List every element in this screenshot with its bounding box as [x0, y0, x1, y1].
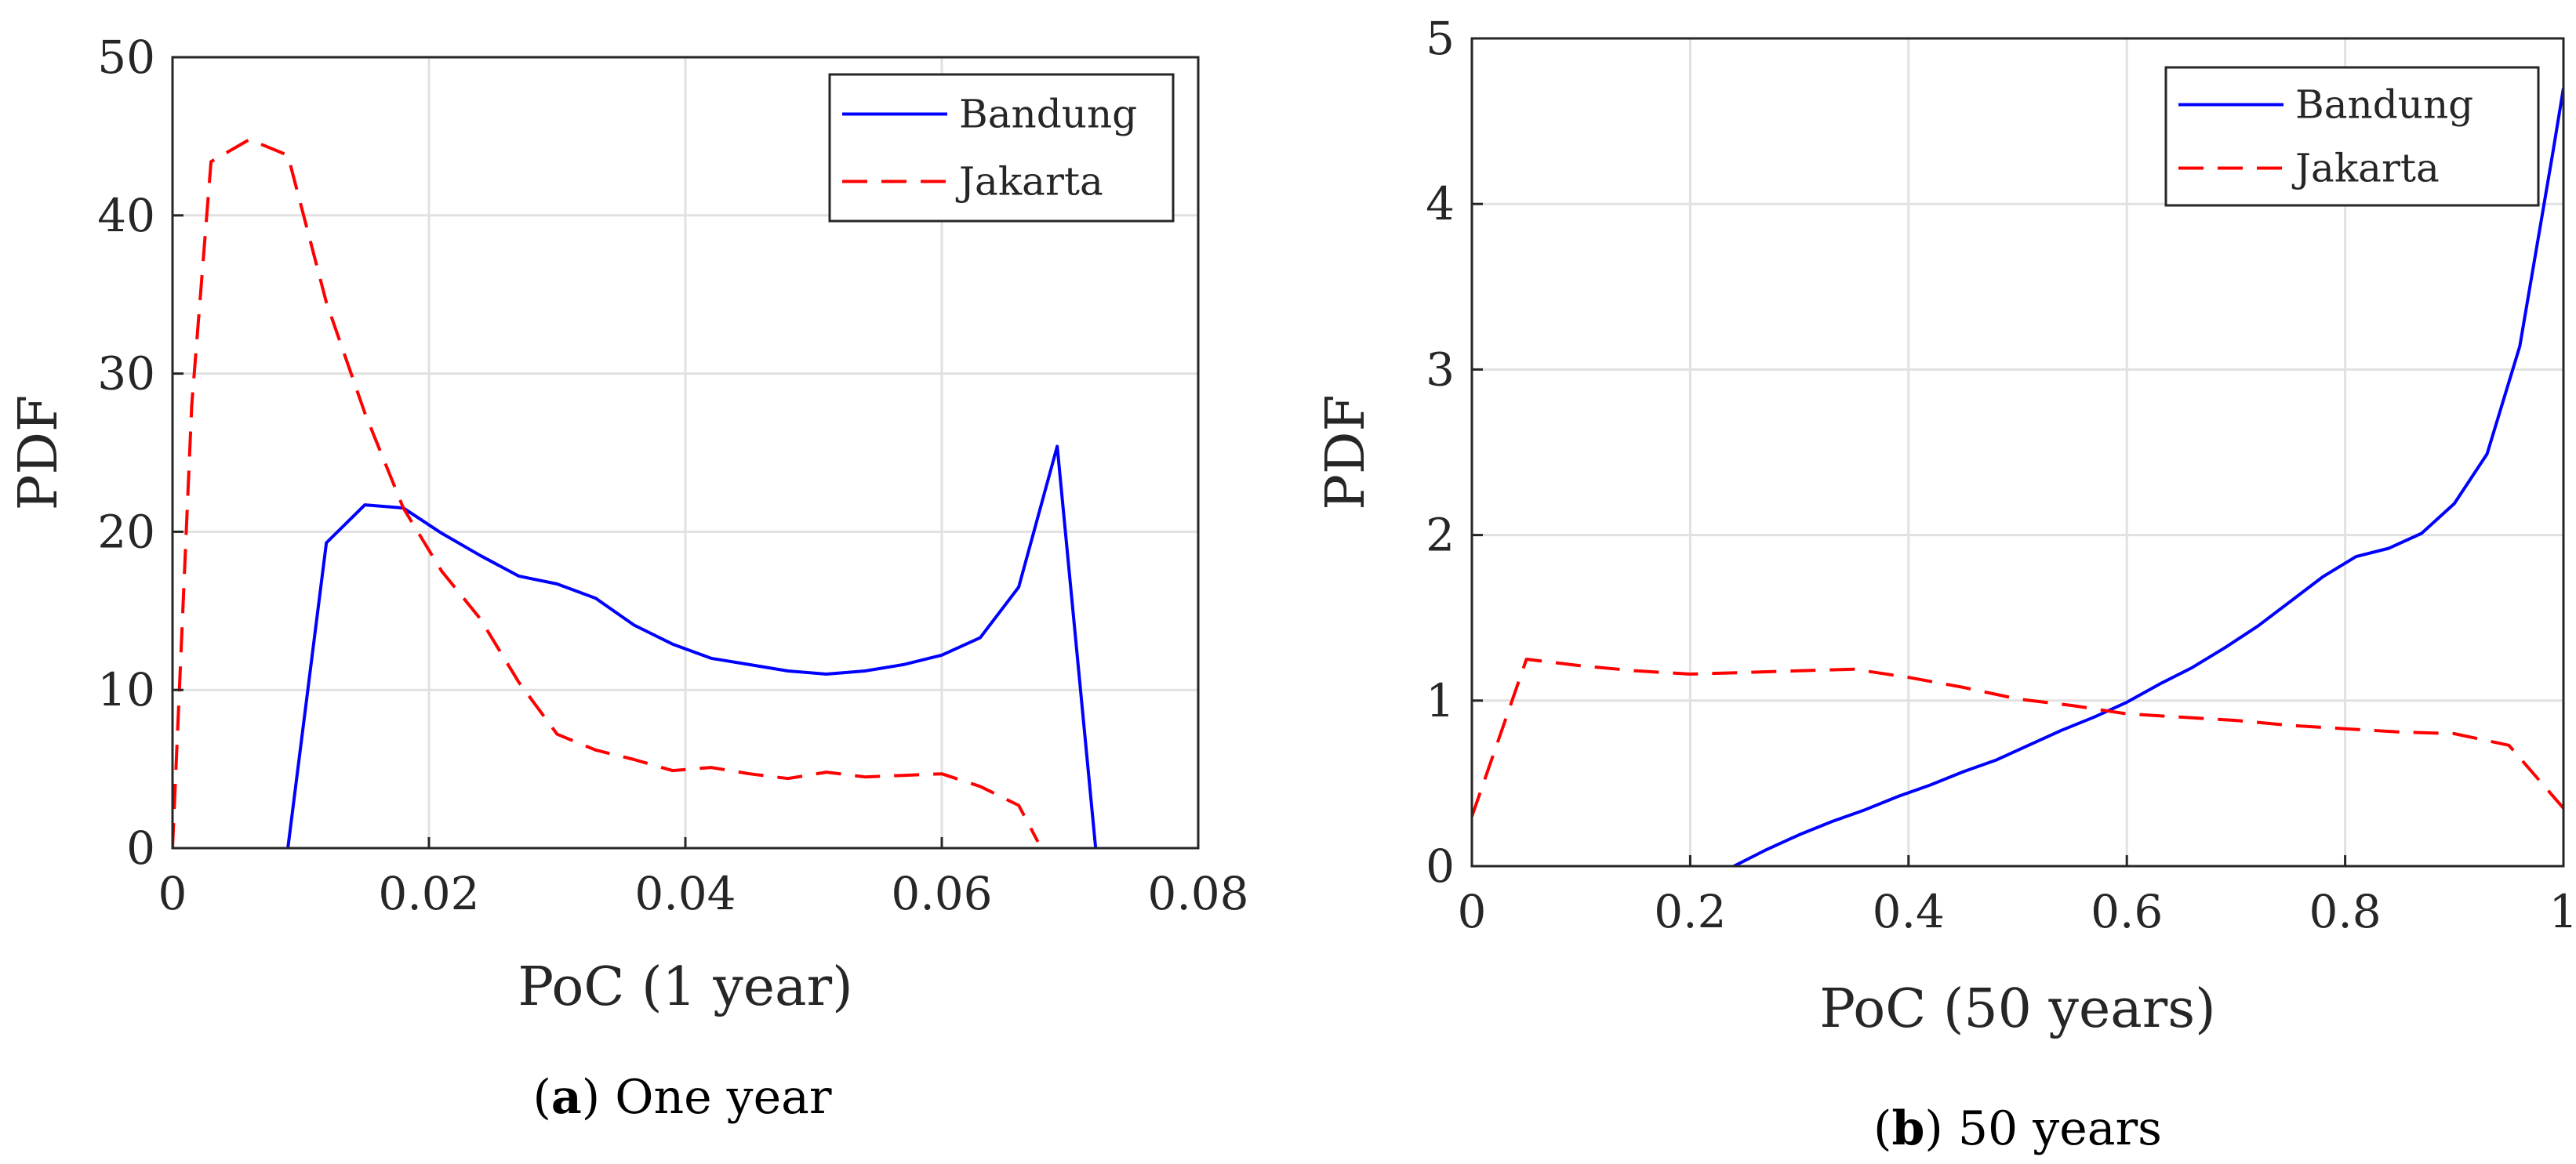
x-tick-label: 0	[1458, 885, 1487, 938]
x-tick-label: 0.08	[1147, 867, 1248, 920]
subfigure-caption: (a) One year	[532, 1070, 831, 1125]
legend-box	[828, 73, 1175, 223]
x-axis-label: PoC (1 year)	[518, 956, 852, 1018]
x-axis-label: PoC (50 years)	[1819, 978, 2215, 1040]
axes-box	[1470, 37, 2565, 868]
subfigure-caption: (b) 50 years	[1873, 1101, 2162, 1156]
legend: Bandung Jakarta	[2164, 66, 2540, 207]
legend-label-bandung: Bandung	[2295, 82, 2473, 128]
x-tick-label: 0.04	[634, 867, 736, 920]
legend-label-bandung: Bandung	[959, 91, 1137, 136]
x-tick-label: 0.8	[2309, 885, 2381, 938]
y-tick-label: 4	[1426, 177, 1455, 230]
y-axis-label: PDF	[8, 395, 70, 510]
series-line-bandung	[286, 444, 1098, 848]
y-tick-label: 50	[97, 31, 155, 84]
legend-box	[2164, 66, 2540, 207]
y-axis-label: PDF	[1315, 394, 1377, 509]
legend-label-jakarta: Jakarta	[2291, 145, 2440, 190]
series-line-bandung	[1733, 88, 2563, 866]
x-tick-label: 1	[2549, 885, 2576, 938]
y-tick-label: 30	[97, 347, 155, 401]
x-tick-label: 0.6	[2091, 885, 2163, 938]
x-tick-label: 0	[158, 867, 187, 920]
series-line-jakarta	[1472, 658, 2563, 818]
x-tick-label: 0.02	[378, 867, 479, 920]
series-line-jakarta	[173, 137, 1040, 848]
y-tick-label: 1	[1426, 674, 1455, 727]
y-tick-label: 2	[1426, 509, 1455, 562]
x-tick-label: 0.4	[1873, 885, 1945, 938]
y-tick-label: 0	[1426, 839, 1455, 893]
chart-panel-a: 0 0.02 0.04 0.06 0.08 0 10 20 30 40 50 PoC (1 year)…	[8, 31, 1249, 1125]
x-tick-label: 0.06	[891, 867, 992, 920]
legend-label-jakarta: Jakarta	[955, 159, 1103, 205]
y-tick-label: 20	[97, 505, 155, 558]
legend: Bandung Jakarta	[828, 73, 1175, 223]
y-tick-label: 3	[1426, 343, 1455, 396]
y-tick-label: 0	[126, 821, 155, 875]
chart-panel-b: 0 0.2 0.4 0.6 0.8 1 0 1 2 3 4 5 PoC (50 years) PDF Ban…	[1315, 12, 2576, 1156]
y-tick-label: 40	[97, 189, 155, 242]
y-tick-label: 5	[1426, 12, 1455, 65]
y-tick-label: 10	[97, 663, 155, 716]
x-tick-label: 0.2	[1654, 885, 1726, 938]
